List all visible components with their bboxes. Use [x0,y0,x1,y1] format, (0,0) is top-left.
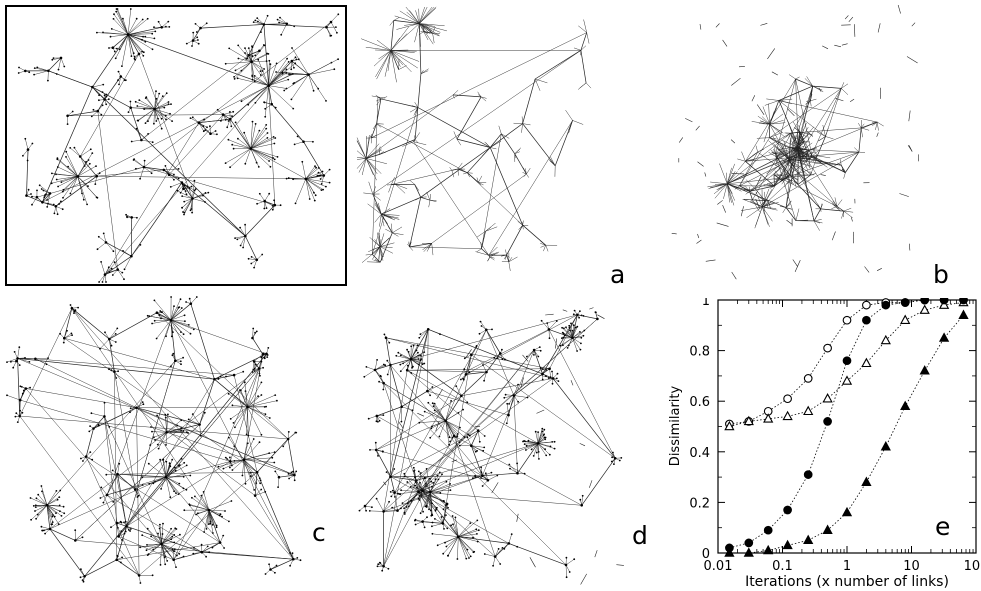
series-2-point [782,410,793,421]
original-network-graph [17,8,340,283]
series-4-point [880,441,891,451]
x-axis-label: Iterations (x number of links) [745,574,949,590]
panel-c-label: c [312,518,326,547]
series-3-point [939,298,949,305]
series-2-point [841,375,853,385]
network-panel-c: c [5,295,345,585]
series-4-point [841,506,853,517]
network-panel-d: d [355,298,665,585]
series-2-point [919,304,930,314]
series-4-point [919,365,930,375]
series-3-point [842,356,852,366]
series-2-point [803,405,814,416]
series-4-point [763,544,774,555]
network-panel-b: b [668,5,968,290]
series-3-point [744,538,754,548]
y-tick-label: 0.4 [689,446,710,461]
series-2-point [822,393,833,403]
network-graph-a [356,6,592,271]
dissimilarity-chart-panel: 0.01 0.1 1 10 100 0 0.2 0.4 0.6 0.8 1 Dissimilarit… [662,298,981,591]
y-tick-label: 0.2 [689,496,710,511]
y-tick-label: 0.8 [689,345,710,360]
series-1-point [803,374,813,383]
series-3-point [959,298,968,305]
series-4-line [729,314,964,554]
series-4-point [958,309,969,319]
series-4-point [900,400,911,411]
panel-a-label: a [610,260,626,289]
panel-d-label: d [632,521,648,550]
series-3-point [783,505,792,515]
x-tick-label: 10 [903,559,920,574]
dissimilarity-chart: 0.01 0.1 1 10 100 0 0.2 0.4 0.6 0.8 1 Dissimilarit… [668,298,981,590]
y-tick-label: 0.6 [689,395,710,410]
network-graph-d [358,307,624,585]
series-4-point [743,547,754,557]
series-3-point [920,298,930,305]
panel-b-label: b [933,260,949,289]
original-network-panel [5,5,347,286]
x-tick-label: 0.01 [704,559,733,574]
series-2-point [900,314,911,324]
series-3-point [823,417,832,426]
series-3-point [881,300,891,310]
y-axis-label: Dissimilarity [668,386,683,467]
network-graph-b [671,5,919,280]
series-1-point [862,300,871,310]
series-3-point [763,525,773,535]
series-4-point [822,524,833,534]
series-1-point [783,394,792,404]
series-3-point [862,315,871,325]
x-tick-label: 0.1 [772,559,793,574]
x-tick-label: 100 [964,559,981,574]
series-2-point [724,420,735,431]
series-2-point [938,299,950,309]
series-3-point [803,470,813,479]
series-2-point [861,357,872,368]
series-3-point [900,298,910,307]
series-4-point [782,539,793,550]
y-tick-label: 1 [702,298,710,309]
series-2-point [743,415,754,426]
series-2-point [763,413,774,423]
series-4-point [803,534,814,545]
network-graph-c [6,296,302,584]
network-panel-a: a [355,5,640,290]
y-tick-label: 0 [702,547,710,562]
series-1-point [842,315,852,325]
panel-e-label: e [935,512,950,541]
series-4-point [938,332,950,342]
series-2-point [880,334,891,345]
series-4-point [724,547,735,557]
series-4-point [861,476,872,486]
x-tick-label: 1 [843,559,851,574]
series-1-point [823,343,832,353]
